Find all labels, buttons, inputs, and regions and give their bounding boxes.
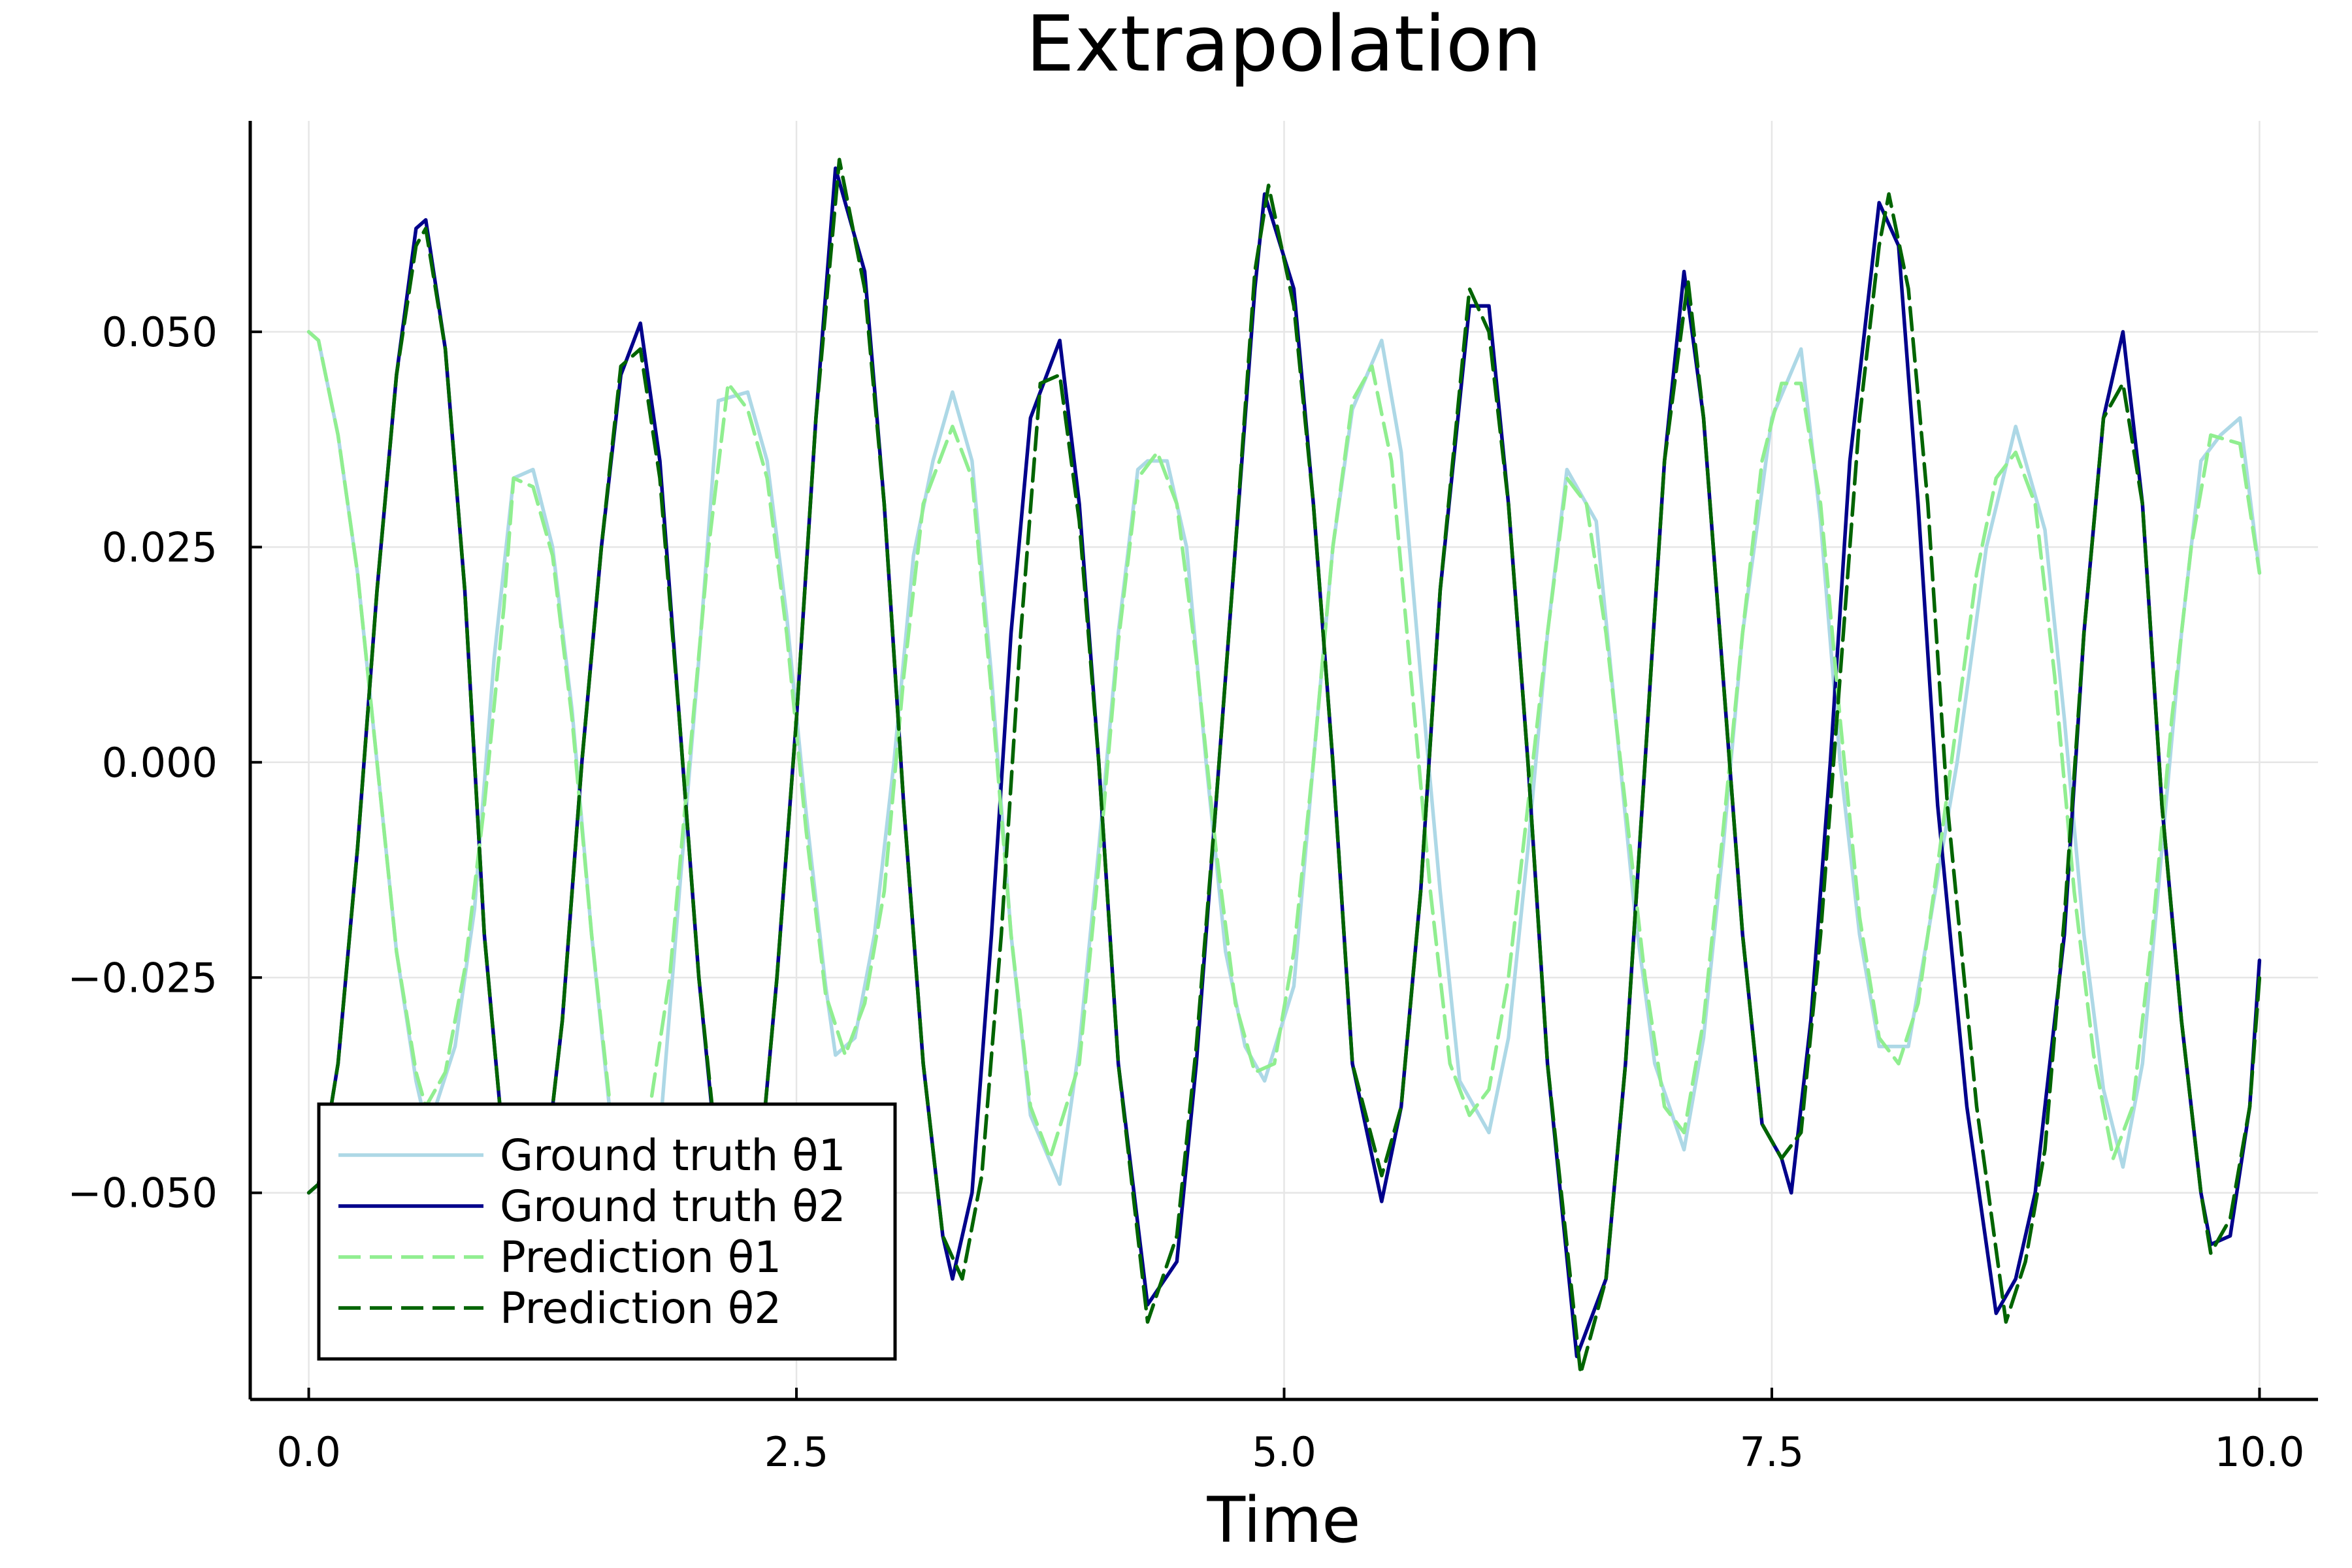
x-tick-label: 7.5	[1740, 1428, 1805, 1476]
legend-box	[317, 1102, 897, 1361]
legend-label-1: Ground truth θ1	[500, 1130, 846, 1181]
series-line-4	[306, 157, 2262, 1376]
legend-label-3: Prediction θ1	[500, 1232, 781, 1282]
x-tick-label: 5.0	[1252, 1428, 1316, 1476]
grid	[250, 121, 2318, 1399]
x-tick-label: 2.5	[764, 1428, 829, 1476]
plot-area	[306, 157, 2262, 1376]
series-line-3	[306, 330, 2262, 1160]
y-tick-label: −0.050	[68, 1169, 218, 1217]
axes: 0.0 2.5 5.0 7.5 10.0 −0.050 −0.025 0.000 0.025 0.…	[68, 121, 2318, 1476]
y-tick-label: −0.025	[68, 954, 218, 1002]
x-tick-label: 0.0	[276, 1428, 341, 1476]
y-tick-label: 0.050	[102, 308, 218, 356]
x-axis-title: Time	[1207, 1484, 1361, 1557]
chart-title: Extrapolation	[1026, 0, 1542, 89]
legend-label-4: Prediction θ2	[500, 1283, 781, 1333]
x-tick-label: 10.0	[2214, 1428, 2304, 1476]
y-tick-label: 0.025	[102, 523, 218, 571]
y-tick-label: 0.000	[102, 739, 218, 787]
legend-label-2: Ground truth θ2	[500, 1181, 846, 1232]
